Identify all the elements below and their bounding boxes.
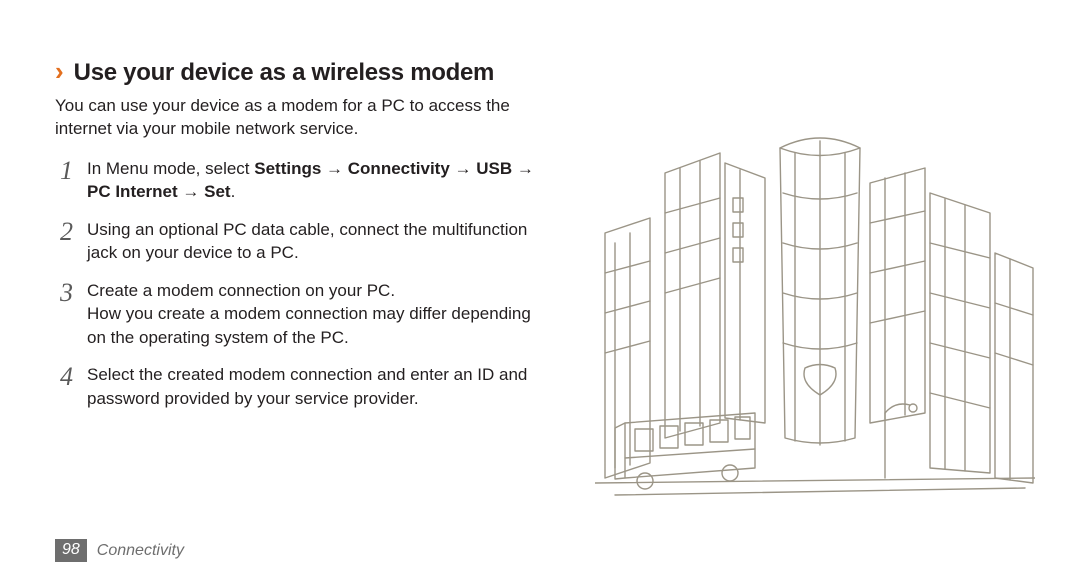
chevron-icon: › bbox=[55, 58, 64, 84]
heading-title: Use your device as a wireless modem bbox=[74, 59, 494, 87]
step-number: 1 bbox=[55, 157, 73, 204]
text-column: › Use your device as a wireless modem Yo… bbox=[55, 30, 545, 566]
step-2: 2 Using an optional PC data cable, conne… bbox=[55, 218, 545, 265]
step-number: 3 bbox=[55, 279, 73, 349]
page-footer: 98 Connectivity bbox=[55, 539, 184, 562]
page-container: › Use your device as a wireless modem Yo… bbox=[0, 0, 1080, 586]
footer-section-label: Connectivity bbox=[97, 542, 184, 560]
cityscape-illustration bbox=[595, 123, 1035, 513]
step-text: Using an optional PC data cable, connect… bbox=[87, 218, 545, 265]
step-text: Select the created modem connection and … bbox=[87, 363, 545, 410]
section-heading: › Use your device as a wireless modem bbox=[55, 58, 545, 87]
intro-paragraph: You can use your device as a modem for a… bbox=[55, 95, 545, 141]
step-prefix: In Menu mode, select bbox=[87, 159, 254, 178]
step-suffix: . bbox=[231, 182, 236, 201]
step-number: 2 bbox=[55, 218, 73, 265]
step-line-2: How you create a modem connection may di… bbox=[87, 304, 531, 346]
step-4: 4 Select the created modem connection an… bbox=[55, 363, 545, 410]
illustration-column bbox=[595, 30, 1040, 566]
step-1: 1 In Menu mode, select Settings → Connec… bbox=[55, 157, 545, 204]
step-line-1: Create a modem connection on your PC. bbox=[87, 281, 395, 300]
page-number: 98 bbox=[55, 539, 87, 562]
step-text: Create a modem connection on your PC. Ho… bbox=[87, 279, 545, 349]
step-text: In Menu mode, select Settings → Connecti… bbox=[87, 157, 545, 204]
step-number: 4 bbox=[55, 363, 73, 410]
step-3: 3 Create a modem connection on your PC. … bbox=[55, 279, 545, 349]
